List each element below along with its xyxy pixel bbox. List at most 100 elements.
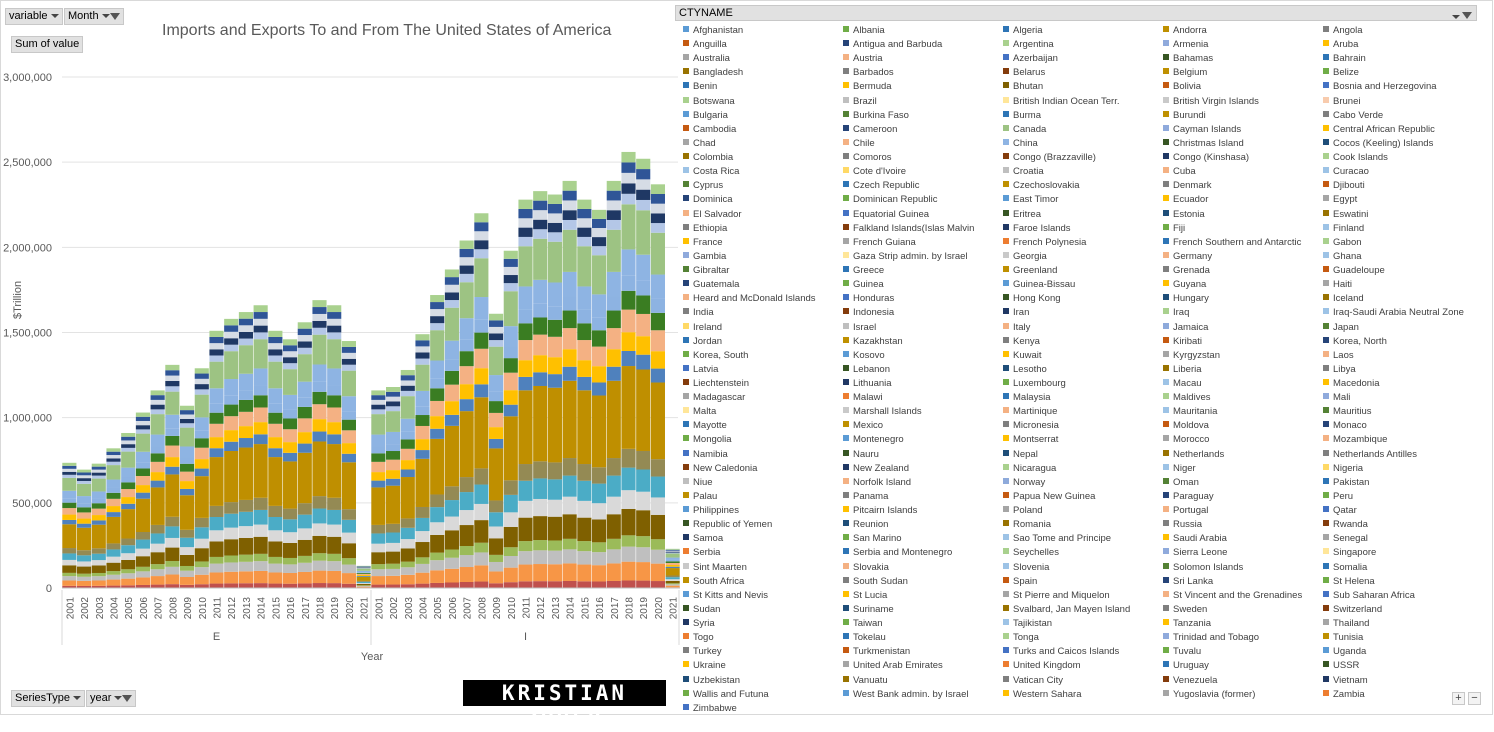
legend-item[interactable]: Belarus [1003, 66, 1161, 80]
legend-item[interactable]: Panama [843, 490, 1001, 504]
legend-item[interactable]: Armenia [1163, 38, 1321, 52]
legend-field-button[interactable]: CTYNAME [675, 5, 1477, 21]
legend-item[interactable]: USSR [1323, 659, 1481, 673]
legend-item[interactable]: Kiribati [1163, 335, 1321, 349]
legend-item[interactable]: Korea, South [683, 349, 841, 363]
legend-item[interactable]: Lithuania [843, 377, 1001, 391]
legend-item[interactable]: Honduras [843, 292, 1001, 306]
legend-item[interactable]: Mali [1323, 391, 1481, 405]
legend-item[interactable]: Iran [1003, 306, 1161, 320]
legend-item[interactable]: Falkland Islands(Islas Malvin [843, 222, 1001, 236]
legend-item[interactable]: Congo (Kinshasa) [1163, 151, 1321, 165]
legend-item[interactable]: Turkey [683, 645, 841, 659]
legend-item[interactable]: Heard and McDonald Islands [683, 292, 841, 306]
legend-item[interactable]: Turks and Caicos Islands [1003, 645, 1161, 659]
legend-item[interactable]: Guyana [1163, 278, 1321, 292]
legend-item[interactable]: Malawi [843, 391, 1001, 405]
legend-item[interactable]: South Africa [683, 575, 841, 589]
legend-item[interactable]: Micronesia [1003, 419, 1161, 433]
legend-item[interactable]: Mayotte [683, 419, 841, 433]
legend-item[interactable]: Ecuador [1163, 193, 1321, 207]
legend-item[interactable]: Suriname [843, 603, 1001, 617]
legend-item[interactable]: Seychelles [1003, 546, 1161, 560]
legend-item[interactable]: St Kitts and Nevis [683, 589, 841, 603]
legend-item[interactable]: Serbia [683, 546, 841, 560]
legend-item[interactable]: Tunisia [1323, 631, 1481, 645]
legend-item[interactable]: Vatican City [1003, 674, 1161, 688]
legend-item[interactable]: Gaza Strip admin. by Israel [843, 250, 1001, 264]
legend-item[interactable]: Luxembourg [1003, 377, 1161, 391]
legend-item[interactable]: Central African Republic [1323, 123, 1481, 137]
legend-item[interactable]: Andorra [1163, 24, 1321, 38]
legend-item[interactable]: Wallis and Futuna [683, 688, 841, 702]
legend-item[interactable]: Venezuela [1163, 674, 1321, 688]
legend-item[interactable]: Brazil [843, 95, 1001, 109]
legend-item[interactable]: Republic of Yemen [683, 518, 841, 532]
legend-item[interactable]: Ghana [1323, 250, 1481, 264]
legend-item[interactable]: Aruba [1323, 38, 1481, 52]
legend-item[interactable]: Dominica [683, 193, 841, 207]
legend-item[interactable]: Kenya [1003, 335, 1161, 349]
legend-item[interactable]: East Timor [1003, 193, 1161, 207]
legend-item[interactable]: Libya [1323, 363, 1481, 377]
legend-item[interactable]: Egypt [1323, 193, 1481, 207]
legend-item[interactable]: Benin [683, 80, 841, 94]
legend-item[interactable]: Sweden [1163, 603, 1321, 617]
legend-item[interactable]: Laos [1323, 349, 1481, 363]
legend-item[interactable]: Vanuatu [843, 674, 1001, 688]
legend-item[interactable]: Reunion [843, 518, 1001, 532]
legend-item[interactable]: Guinea-Bissau [1003, 278, 1161, 292]
legend-item[interactable]: Croatia [1003, 165, 1161, 179]
legend-item[interactable]: Somalia [1323, 561, 1481, 575]
legend-item[interactable]: Portugal [1163, 504, 1321, 518]
legend-item[interactable]: Cambodia [683, 123, 841, 137]
year-filter-button[interactable]: year [86, 690, 136, 707]
legend-item[interactable]: Iceland [1323, 292, 1481, 306]
legend-item[interactable]: Denmark [1163, 179, 1321, 193]
legend-item[interactable]: Nicaragua [1003, 462, 1161, 476]
legend-item[interactable]: Colombia [683, 151, 841, 165]
legend-item[interactable]: Papua New Guinea [1003, 490, 1161, 504]
legend-item[interactable]: Georgia [1003, 250, 1161, 264]
legend-item[interactable]: Switzerland [1323, 603, 1481, 617]
legend-item[interactable]: Tajikistan [1003, 617, 1161, 631]
legend-item[interactable]: Namibia [683, 448, 841, 462]
legend-item[interactable]: Finland [1323, 222, 1481, 236]
legend-item[interactable]: Syria [683, 617, 841, 631]
legend-item[interactable]: Singapore [1323, 546, 1481, 560]
legend-item[interactable]: Norfolk Island [843, 476, 1001, 490]
legend-item[interactable]: Haiti [1323, 278, 1481, 292]
legend-item[interactable]: Eritrea [1003, 208, 1161, 222]
legend-item[interactable]: Senegal [1323, 532, 1481, 546]
legend-item[interactable]: El Salvador [683, 208, 841, 222]
legend-item[interactable]: Christmas Island [1163, 137, 1321, 151]
legend-item[interactable]: Western Sahara [1003, 688, 1161, 702]
legend-item[interactable]: Australia [683, 52, 841, 66]
legend-item[interactable]: Cocos (Keeling) Islands [1323, 137, 1481, 151]
legend-item[interactable]: Mauritius [1323, 405, 1481, 419]
legend-item[interactable]: Monaco [1323, 419, 1481, 433]
legend-item[interactable]: Togo [683, 631, 841, 645]
legend-item[interactable]: New Caledonia [683, 462, 841, 476]
legend-item[interactable]: Sudan [683, 603, 841, 617]
legend-item[interactable]: Afghanistan [683, 24, 841, 38]
legend-item[interactable]: French Polynesia [1003, 236, 1161, 250]
legend-item[interactable]: Martinique [1003, 405, 1161, 419]
legend-item[interactable]: India [683, 306, 841, 320]
legend-item[interactable]: Palau [683, 490, 841, 504]
legend-item[interactable]: Thailand [1323, 617, 1481, 631]
legend-item[interactable]: Montenegro [843, 433, 1001, 447]
legend-item[interactable]: Liechtenstein [683, 377, 841, 391]
collapse-button[interactable]: − [1468, 692, 1481, 705]
legend-item[interactable]: Slovenia [1003, 561, 1161, 575]
legend-item[interactable]: Argentina [1003, 38, 1161, 52]
legend-item[interactable]: New Zealand [843, 462, 1001, 476]
legend-item[interactable]: Cameroon [843, 123, 1001, 137]
legend-item[interactable]: Sint Maarten [683, 561, 841, 575]
legend-item[interactable]: French Guiana [843, 236, 1001, 250]
legend-item[interactable]: Guatemala [683, 278, 841, 292]
legend-item[interactable]: Macau [1163, 377, 1321, 391]
legend-item[interactable]: Bolivia [1163, 80, 1321, 94]
legend-item[interactable]: Kuwait [1003, 349, 1161, 363]
legend-item[interactable]: Algeria [1003, 24, 1161, 38]
